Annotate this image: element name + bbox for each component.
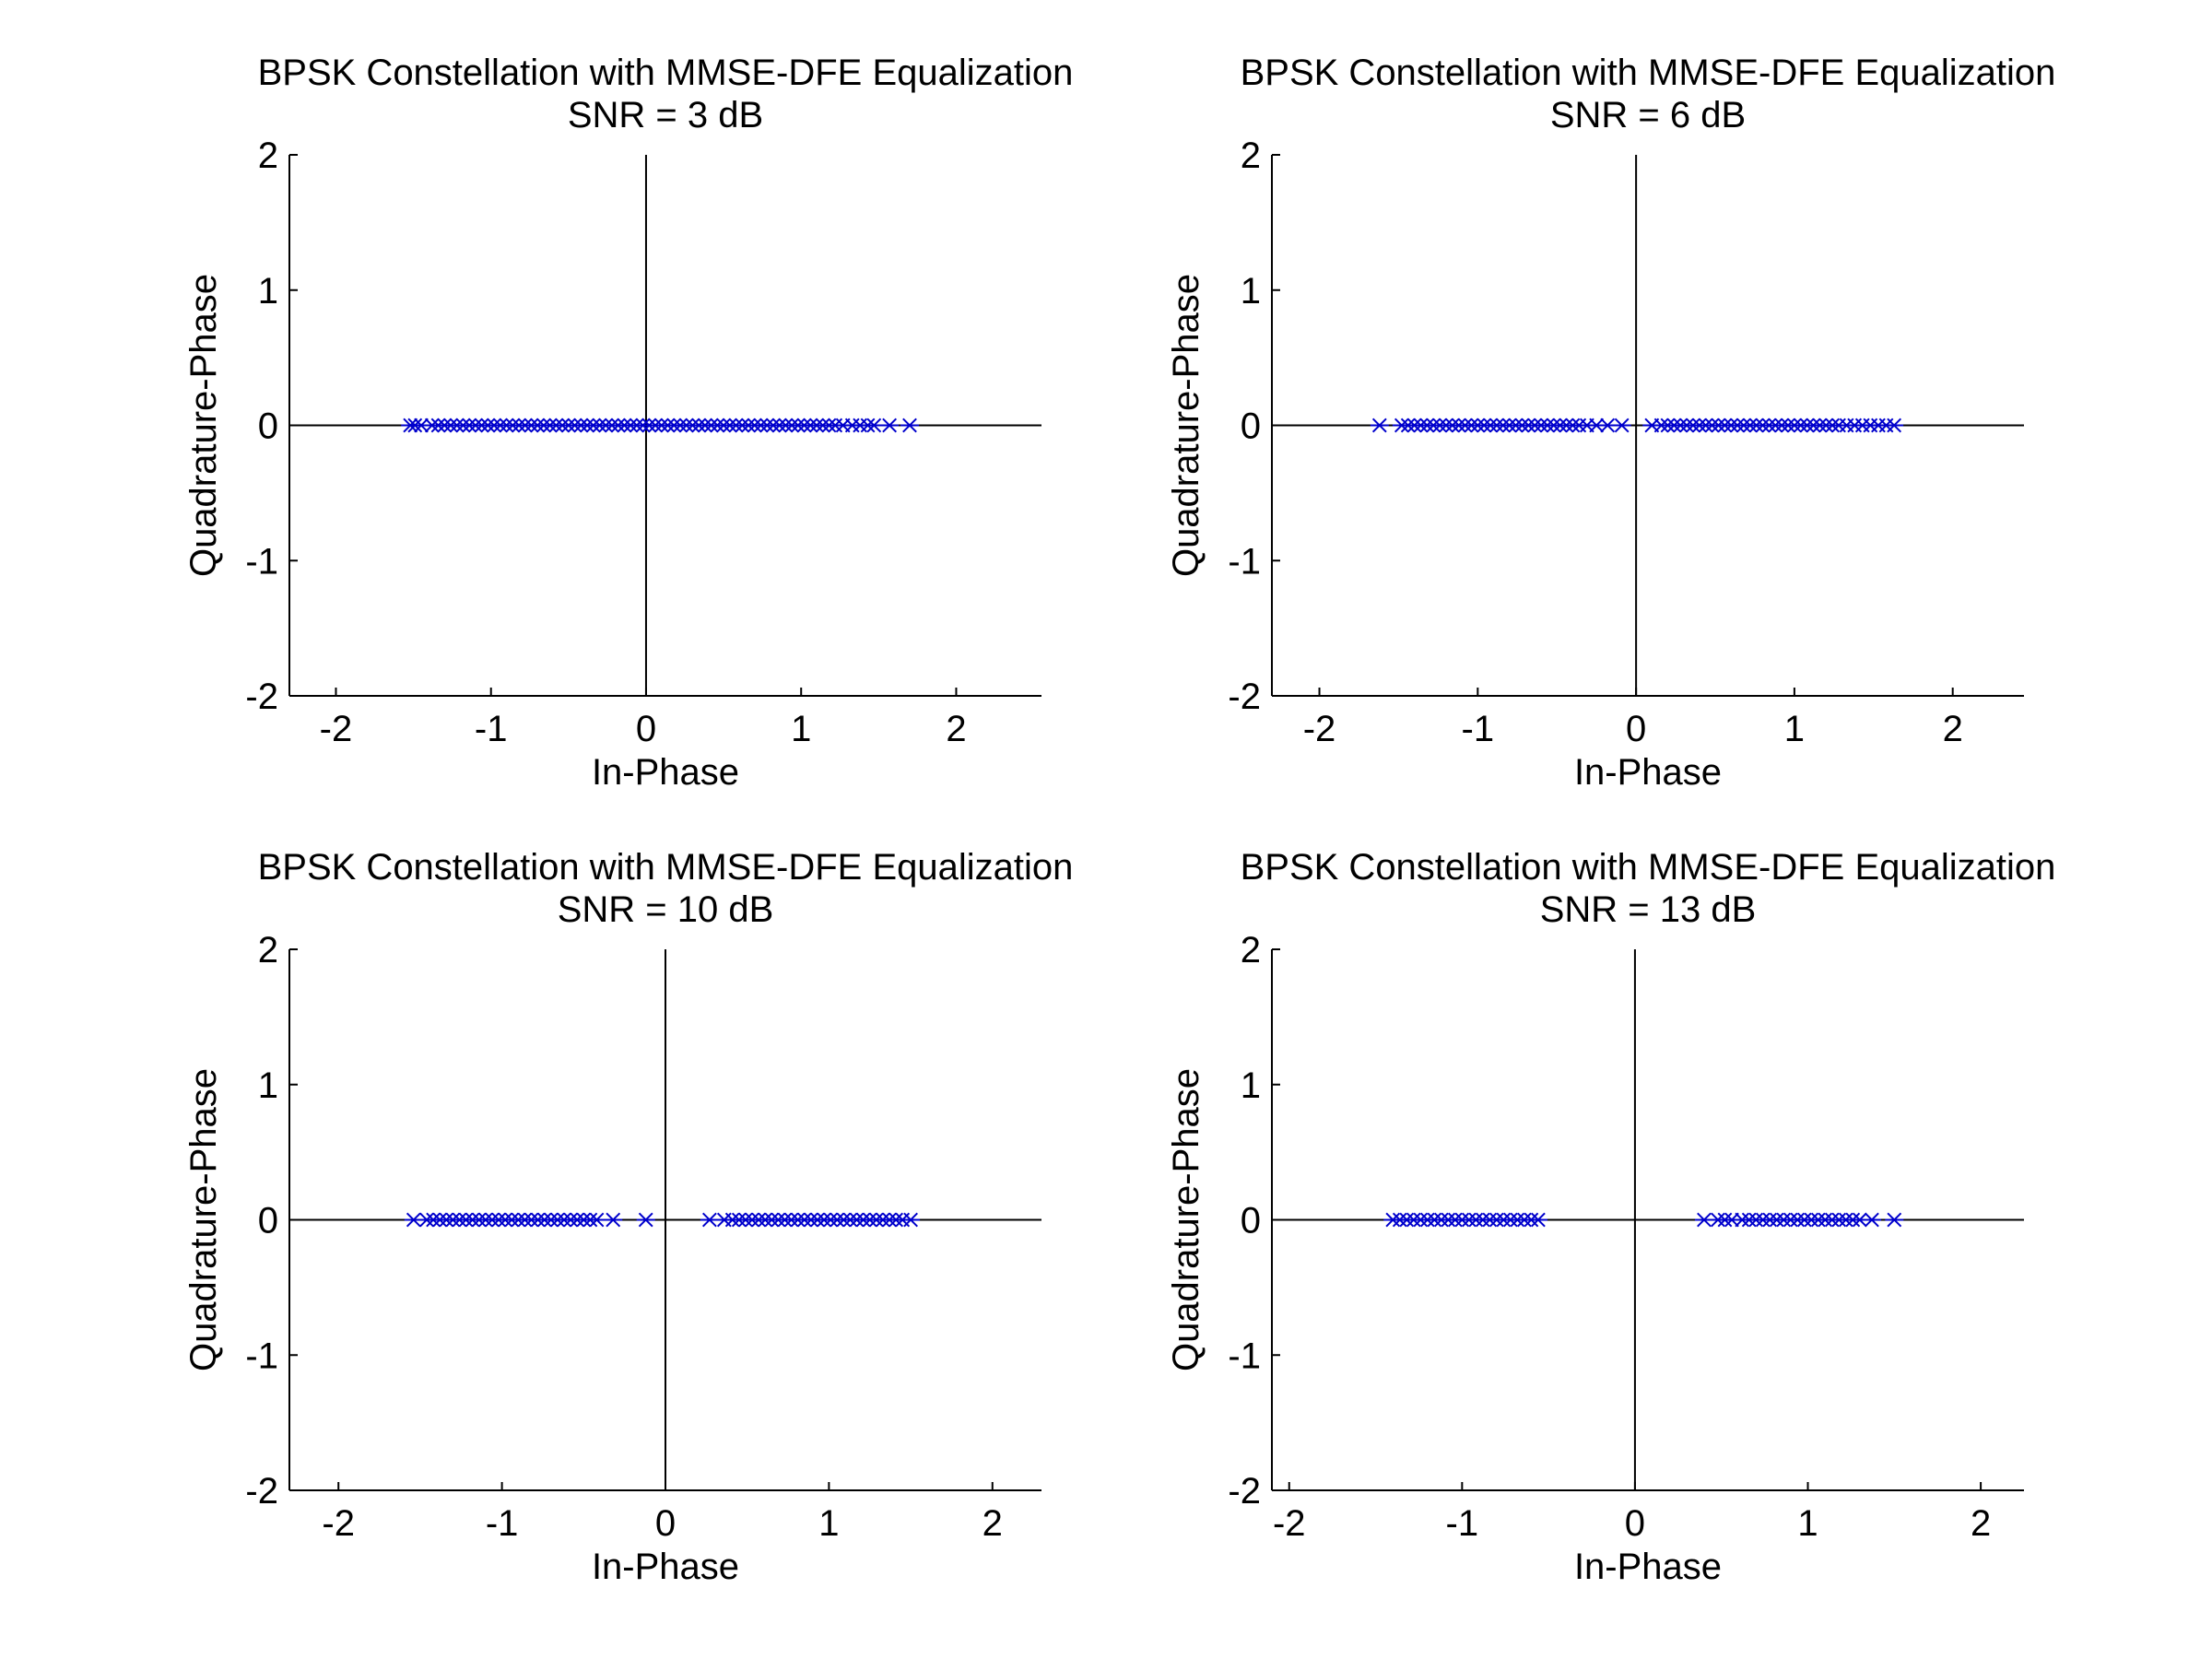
x-tick-label: 1: [1784, 709, 1805, 749]
y-tick-label: -1: [245, 1335, 278, 1376]
x-tick-label: 0: [636, 709, 656, 749]
data-point: [1862, 1212, 1881, 1228]
chart-title: BPSK Constellation with MMSE-DFE Equaliz…: [258, 847, 1074, 888]
data-point: [587, 1212, 606, 1228]
x-axis-label: In-Phase: [1574, 752, 1722, 793]
data-point: [1528, 1212, 1547, 1228]
y-axis-label: Quadrature-Phase: [183, 274, 224, 577]
x-axis-label: In-Phase: [1574, 1547, 1722, 1587]
y-tick-label: -1: [245, 541, 278, 582]
y-tick-label: 0: [258, 1201, 278, 1241]
x-tick-label: 1: [791, 709, 811, 749]
y-tick-label: -2: [1228, 1471, 1261, 1512]
x-tick-label: 2: [946, 709, 966, 749]
y-tick-label: 1: [258, 271, 278, 312]
data-point: [865, 418, 884, 433]
data-point: [900, 418, 919, 433]
x-tick-label: -2: [1273, 1503, 1306, 1544]
y-tick-label: -1: [1228, 541, 1261, 582]
x-tick-label: -2: [320, 709, 353, 749]
y-tick-label: 1: [258, 1065, 278, 1106]
x-tick-label: 0: [1626, 709, 1646, 749]
x-tick-label: 2: [1943, 709, 1963, 749]
x-tick-label: -1: [475, 709, 508, 749]
y-tick-label: 2: [258, 135, 278, 176]
y-tick-label: -1: [1228, 1335, 1261, 1376]
chart-title: BPSK Constellation with MMSE-DFE Equaliz…: [258, 53, 1074, 93]
y-tick-label: 2: [1241, 930, 1261, 971]
x-tick-label: 1: [818, 1503, 839, 1544]
chart-subtitle: SNR = 6 dB: [1550, 95, 1746, 135]
y-tick-label: 2: [258, 930, 278, 971]
y-tick-label: -2: [245, 677, 278, 717]
y-tick-label: 0: [1241, 406, 1261, 447]
data-point: [1370, 418, 1389, 433]
y-axis-label: Quadrature-Phase: [183, 1068, 224, 1371]
data-point: [880, 418, 900, 433]
data-point: [636, 1212, 655, 1228]
y-tick-label: 1: [1241, 1065, 1261, 1106]
x-tick-label: -1: [1462, 709, 1495, 749]
x-tick-label: 0: [1625, 1503, 1645, 1544]
chart-title: BPSK Constellation with MMSE-DFE Equaliz…: [1241, 53, 2056, 93]
y-tick-label: 0: [258, 406, 278, 447]
x-axis-label: In-Phase: [592, 752, 739, 793]
data-point: [901, 1212, 921, 1228]
x-tick-label: -2: [1303, 709, 1336, 749]
data-point: [1885, 1212, 1904, 1228]
x-axis-label: In-Phase: [592, 1547, 739, 1587]
x-tick-label: 2: [982, 1503, 1003, 1544]
x-tick-label: 0: [655, 1503, 676, 1544]
x-tick-label: 1: [1797, 1503, 1818, 1544]
data-point: [604, 1212, 623, 1228]
data-point: [1885, 418, 1904, 433]
y-tick-label: 1: [1241, 271, 1261, 312]
y-tick-label: 2: [1241, 135, 1261, 176]
x-tick-label: -2: [322, 1503, 355, 1544]
subplot-2: BPSK Constellation with MMSE-DFE Equaliz…: [1166, 53, 2055, 793]
x-tick-label: -1: [1446, 1503, 1479, 1544]
subplot-4: BPSK Constellation with MMSE-DFE Equaliz…: [1166, 847, 2055, 1587]
chart-subtitle: SNR = 3 dB: [568, 95, 763, 135]
x-tick-label: 2: [1971, 1503, 1991, 1544]
x-tick-label: -1: [486, 1503, 519, 1544]
y-axis-label: Quadrature-Phase: [1166, 274, 1206, 577]
subplot-1: BPSK Constellation with MMSE-DFE Equaliz…: [183, 53, 1073, 793]
y-axis-label: Quadrature-Phase: [1166, 1068, 1206, 1371]
chart-title: BPSK Constellation with MMSE-DFE Equaliz…: [1241, 847, 2056, 888]
chart-subtitle: SNR = 13 dB: [1540, 889, 1757, 930]
y-tick-label: -2: [1228, 677, 1261, 717]
y-tick-label: 0: [1241, 1201, 1261, 1241]
subplot-3: BPSK Constellation with MMSE-DFE Equaliz…: [183, 847, 1073, 1587]
chart-subtitle: SNR = 10 dB: [558, 889, 774, 930]
data-point: [1612, 418, 1631, 433]
y-tick-label: -2: [245, 1471, 278, 1512]
